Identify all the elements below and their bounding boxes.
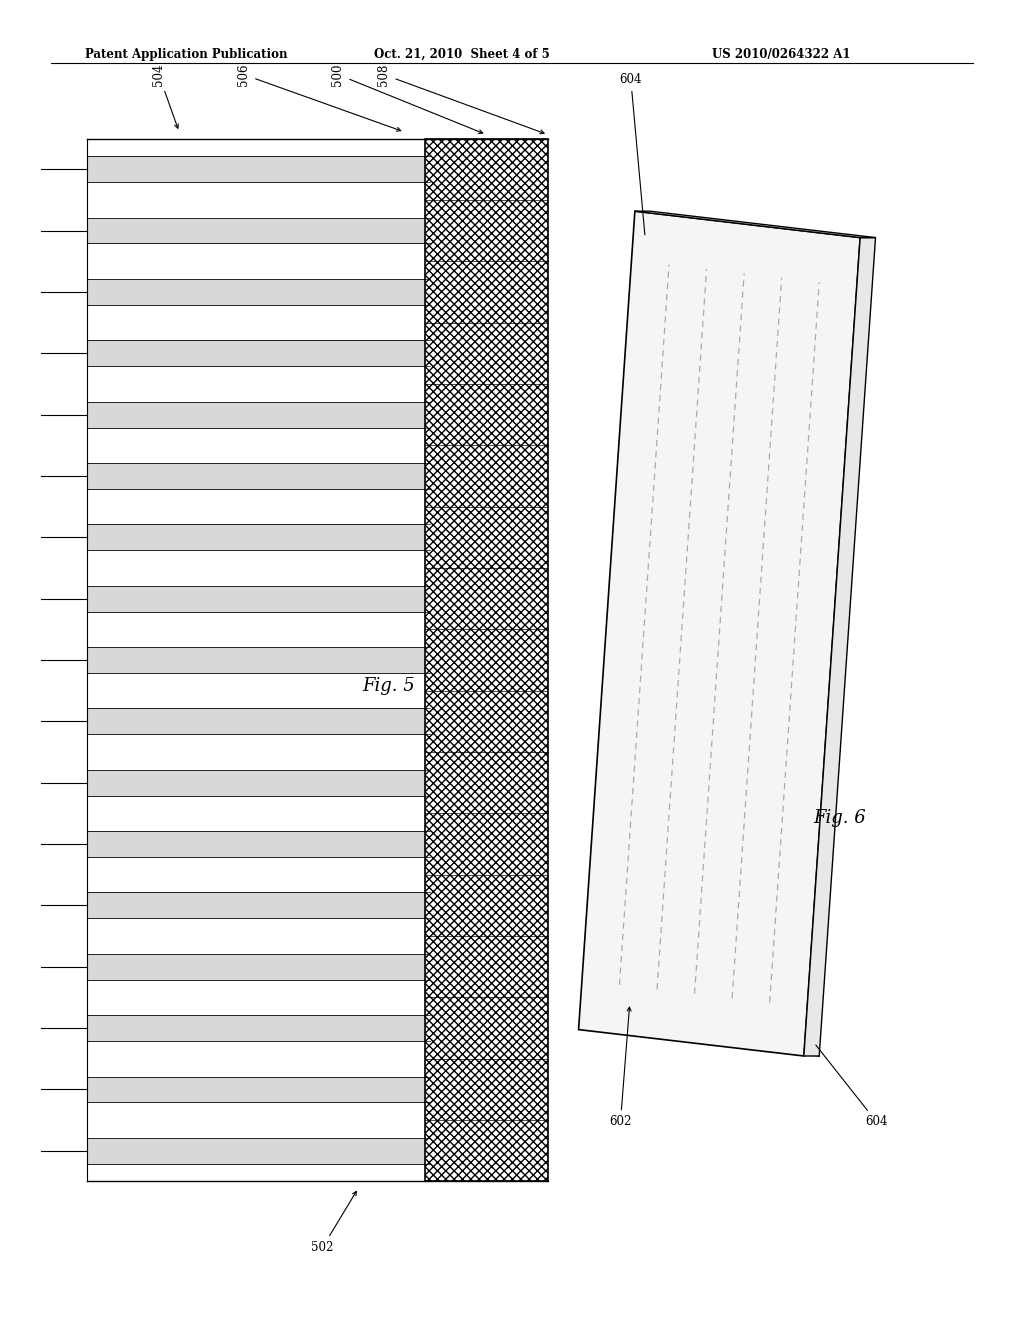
Text: Fig. 6: Fig. 6 — [813, 809, 866, 828]
Bar — [87, 586, 425, 611]
Bar — [87, 892, 425, 919]
Bar — [87, 647, 425, 673]
Polygon shape — [804, 238, 876, 1056]
Bar — [87, 401, 425, 428]
Text: Patent Application Publication: Patent Application Publication — [85, 48, 288, 61]
Polygon shape — [579, 211, 860, 1056]
Bar — [87, 832, 425, 857]
Text: 502: 502 — [311, 1192, 356, 1254]
Bar — [87, 954, 425, 979]
Text: 604: 604 — [620, 73, 645, 235]
Bar — [87, 156, 425, 182]
Bar — [87, 218, 425, 243]
Bar — [87, 1077, 425, 1102]
Text: US 2010/0264322 A1: US 2010/0264322 A1 — [712, 48, 850, 61]
Text: 602: 602 — [609, 1007, 632, 1129]
Text: 500: 500 — [332, 63, 482, 133]
Bar — [425, 139, 548, 1181]
Bar — [87, 1015, 425, 1041]
Bar — [87, 1138, 425, 1164]
Bar — [87, 524, 425, 550]
Text: 508: 508 — [378, 63, 544, 133]
Polygon shape — [635, 211, 876, 238]
Bar — [87, 709, 425, 734]
Bar — [87, 770, 425, 796]
Text: Fig. 5: Fig. 5 — [362, 677, 416, 696]
Bar — [87, 463, 425, 488]
Bar — [87, 341, 425, 366]
Text: 604: 604 — [816, 1045, 888, 1129]
Text: 506: 506 — [238, 63, 400, 131]
Text: 504: 504 — [153, 63, 178, 128]
Text: Oct. 21, 2010  Sheet 4 of 5: Oct. 21, 2010 Sheet 4 of 5 — [374, 48, 550, 61]
Bar — [87, 279, 425, 305]
